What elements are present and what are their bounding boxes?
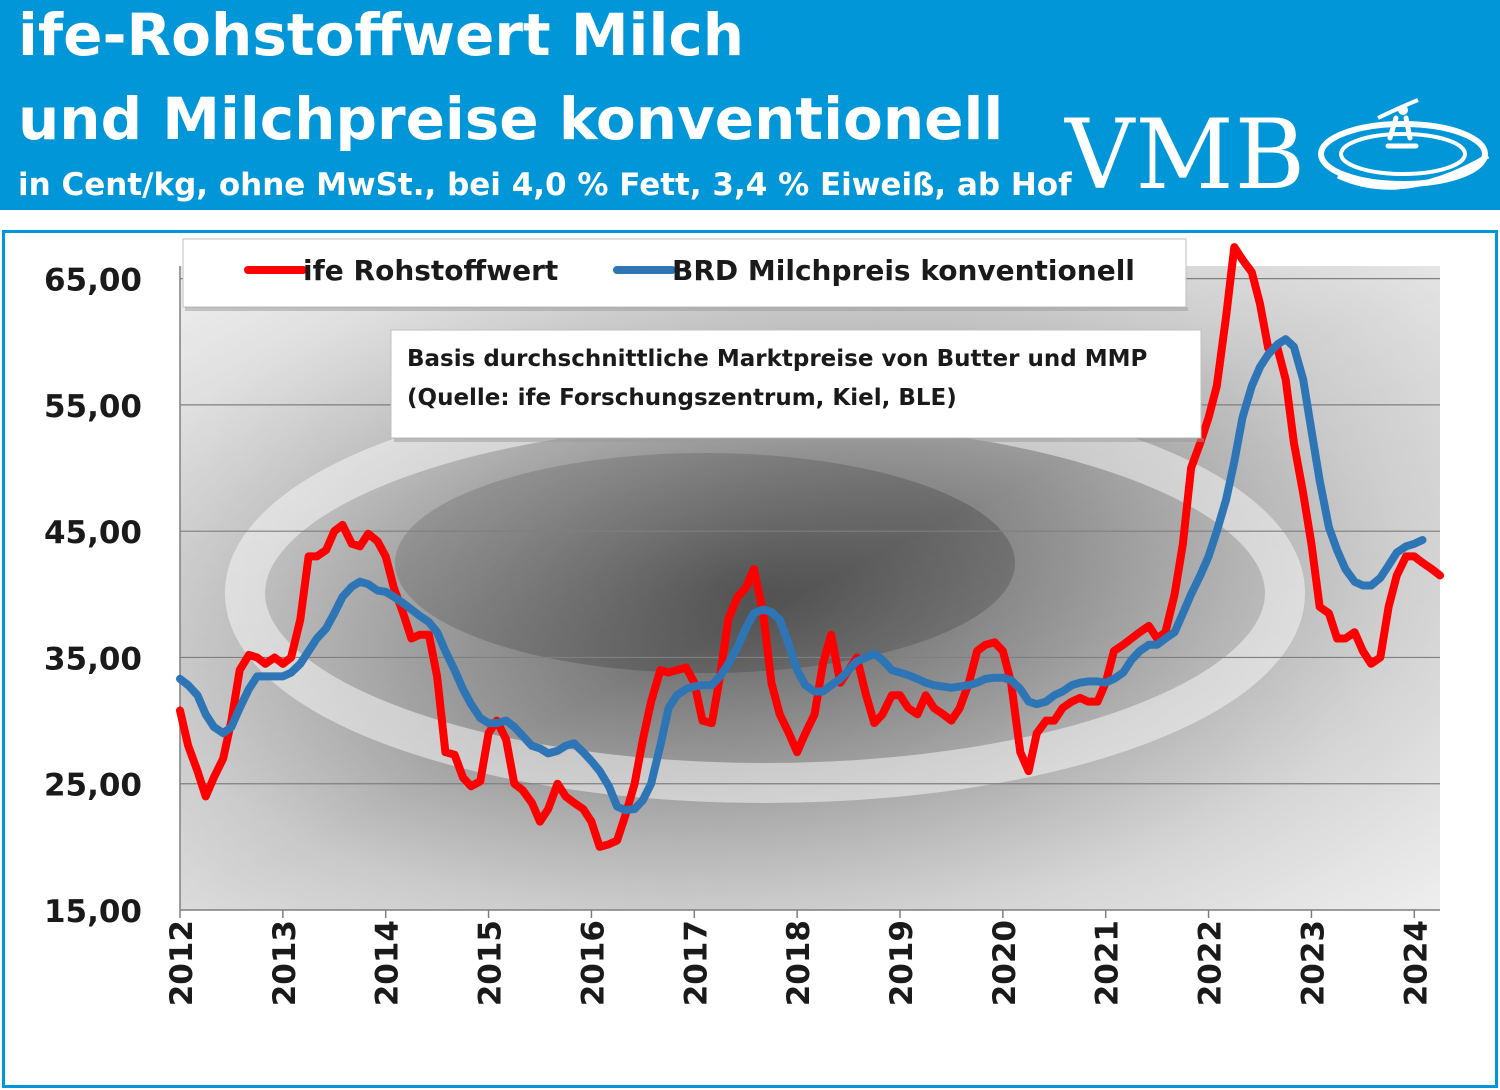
- annotation-box: [390, 329, 1202, 439]
- page-subtitle: in Cent/kg, ohne MwSt., bei 4,0 % Fett, …: [18, 167, 1072, 203]
- chart-frame: 15,00 25,00 35,00 45,00 55,00 65,00 2012 2013 2…: [2, 230, 1498, 1088]
- y-tick-label: 25,00: [44, 768, 142, 804]
- x-tick-label: 2013: [267, 920, 303, 1006]
- y-tick-label: 55,00: [44, 389, 142, 425]
- x-tick-label: 2023: [1295, 920, 1331, 1006]
- legend-label: BRD Milchpreis konventionell: [672, 254, 1135, 287]
- annotation-shadow: [394, 438, 1204, 442]
- page-title-line-2: und Milchpreise konventionell: [18, 85, 1004, 153]
- x-tick-label: 2014: [370, 920, 406, 1006]
- x-tick-label: 2018: [781, 920, 817, 1006]
- x-tick-label: 2017: [678, 920, 714, 1006]
- x-tick-label: 2019: [884, 920, 920, 1006]
- vmb-logo: VMB: [1065, 99, 1307, 211]
- page-title: ife-Rohstoffwert Milch: [18, 1, 744, 69]
- x-tick-label: 2024: [1398, 920, 1434, 1006]
- y-tick-label: 35,00: [44, 641, 142, 677]
- x-tick-label: 2015: [473, 920, 509, 1006]
- milk-splash-logo-icon: [1318, 98, 1490, 190]
- x-axis-ticks: 2012 2013 2014 2015 2016 2017 2018 2019 2020 2021…: [164, 910, 1434, 1006]
- source-annotation: Basis durchschnittliche Marktpreise von …: [390, 329, 1204, 442]
- header-banner: ife-Rohstoffwert Milch und Milchpreise k…: [0, 0, 1500, 210]
- y-tick-label: 15,00: [44, 894, 142, 930]
- legend-label: ife Rohstoffwert: [303, 254, 558, 287]
- legend: ife Rohstoffwert BRD Milchpreis konventio…: [182, 238, 1188, 311]
- x-tick-label: 2020: [987, 920, 1023, 1006]
- annotation-line: (Quelle: ife Forschungszentrum, Kiel, BL…: [407, 385, 957, 411]
- y-tick-label: 45,00: [44, 515, 142, 551]
- x-tick-label: 2021: [1090, 920, 1126, 1006]
- y-axis-ticks: 15,00 25,00 35,00 45,00 55,00 65,00: [44, 263, 142, 930]
- legend-shadow: [185, 307, 1188, 311]
- series-line-ife-rohstoffwert: [176, 243, 1444, 851]
- legend-box: [182, 238, 1187, 308]
- x-tick-label: 2012: [164, 920, 200, 1006]
- annotation-line: Basis durchschnittliche Marktpreise von …: [407, 346, 1147, 372]
- x-tick-label: 2022: [1193, 920, 1229, 1006]
- y-tick-label: 65,00: [44, 263, 142, 299]
- data-series: [176, 243, 1444, 851]
- x-tick-label: 2016: [575, 920, 611, 1006]
- series-line-brd-milchpreis: [176, 335, 1427, 815]
